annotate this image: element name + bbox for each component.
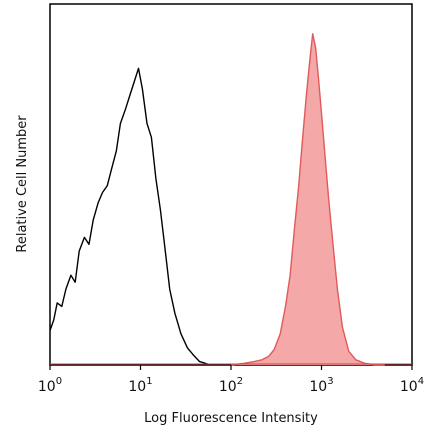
x-tick-label-3: 103 — [309, 376, 333, 395]
series-layer — [49, 33, 412, 366]
y-axis-label: Relative Cell Number — [15, 115, 30, 253]
x-tick-label-2: 102 — [219, 376, 243, 395]
x-tick-label-1: 101 — [128, 376, 152, 395]
plot-frame — [49, 3, 413, 366]
x-tick-label-4: 104 — [400, 376, 424, 395]
x-axis-ticks: 100 101 102 103 104 — [38, 365, 424, 395]
series-1-area — [231, 33, 385, 366]
x-axis-label: Log Fluorescence Intensity — [144, 411, 318, 426]
series-1-line — [230, 33, 385, 366]
x-tick-label-0: 100 — [38, 376, 62, 395]
series-0-line — [49, 67, 212, 366]
